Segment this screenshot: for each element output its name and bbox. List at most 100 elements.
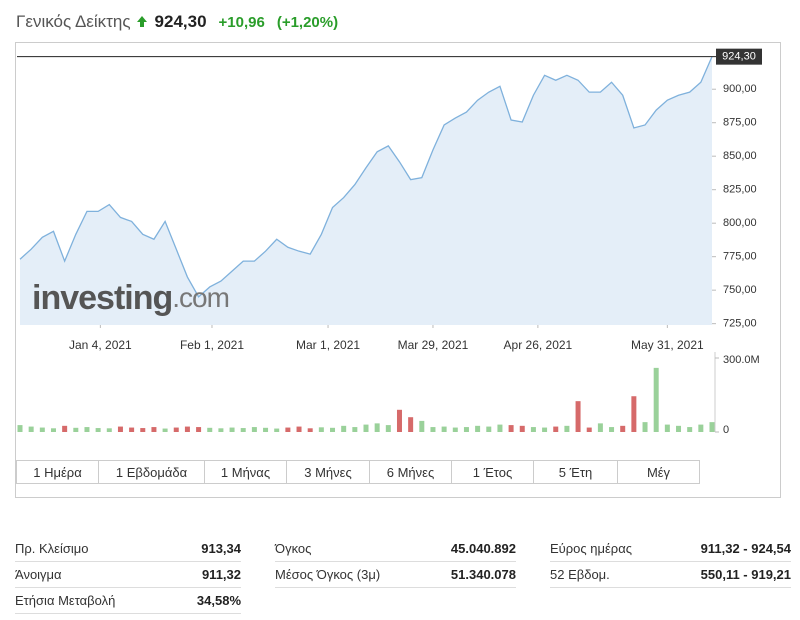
range-button[interactable]: 5 Έτη <box>533 460 618 484</box>
volume-bar <box>84 427 90 432</box>
volume-bar <box>408 417 414 432</box>
x-tick-label: May 31, 2021 <box>631 338 704 352</box>
volume-bar <box>609 427 615 432</box>
volume-bar <box>73 427 79 432</box>
stat-value: 911,32 <box>201 567 241 582</box>
x-tick-label: Apr 26, 2021 <box>504 338 573 352</box>
header: Γενικός Δείκτης 924,30 +10,96 (+1,20%) <box>16 10 338 34</box>
volume-bar <box>151 427 157 432</box>
volume-bar <box>106 428 112 432</box>
volume-bar <box>318 427 324 432</box>
volume-bar <box>140 428 146 432</box>
y-tick-label: 750,00 <box>723 284 757 296</box>
range-button[interactable]: 3 Μήνες <box>286 460 370 484</box>
volume-bar <box>508 425 514 432</box>
change-pct: (+1,20%) <box>276 13 339 31</box>
volume-bar <box>497 424 503 432</box>
volume-bar <box>330 427 336 432</box>
range-button[interactable]: 6 Μήνες <box>369 460 452 484</box>
last-price-box <box>716 48 762 65</box>
stats-row: Μέσος Όγκος (3μ) 51.340.078 <box>275 562 516 588</box>
volume-bar <box>620 425 626 432</box>
range-buttons: 1 Ημέρα 1 Εβδομάδα 1 Μήνας 3 Μήνες 6 Μήνες 1 … <box>16 460 700 484</box>
stat-label: Άνοιγμα <box>15 567 62 582</box>
stat-value: 550,11 - 919,21 <box>700 567 791 582</box>
volume-bar <box>263 427 269 432</box>
volume-bar <box>664 424 670 432</box>
volume-bar <box>486 426 492 432</box>
volume-bar <box>709 422 715 432</box>
volume-bar <box>173 427 179 432</box>
watermark-brand: investing <box>32 279 172 317</box>
volume-bar <box>676 425 682 432</box>
volume-bar <box>117 426 123 432</box>
range-button[interactable]: 1 Μήνας <box>204 460 287 484</box>
stat-label: Πρ. Κλείσιμο <box>15 541 89 556</box>
volume-bar <box>553 426 559 432</box>
price-area <box>20 56 712 325</box>
volume-bar <box>687 427 693 432</box>
stats-column: Εύρος ημέρας 911,32 - 924,54 52 Εβδομ. 550,… <box>550 536 791 588</box>
volume-bar <box>28 426 34 432</box>
stat-label: Εύρος ημέρας <box>550 541 632 556</box>
stat-value: 51.340.078 <box>450 567 516 582</box>
volume-bar <box>95 428 101 432</box>
volume-bar <box>218 428 224 432</box>
y-tick-label: 725,00 <box>723 318 757 330</box>
stat-label: Ετήσια Μεταβολή <box>15 593 116 608</box>
stats-row: 52 Εβδομ. 550,11 - 919,21 <box>550 562 791 588</box>
volume-bar <box>597 423 603 432</box>
stats-column: Πρ. Κλείσιμο 913,34 Άνοιγμα 911,32 Ετήσια Με… <box>15 536 241 614</box>
volume-bar <box>385 425 391 432</box>
volume-bar <box>575 401 581 432</box>
stat-value: 34,58% <box>196 593 241 608</box>
y-tick-label: 775,00 <box>723 251 757 263</box>
volume-bar <box>62 425 68 432</box>
stat-label: 52 Εβδομ. <box>550 567 610 582</box>
range-button[interactable]: 1 Ημέρα <box>16 460 99 484</box>
x-tick-label: Feb 1, 2021 <box>180 338 244 352</box>
volume-bar <box>196 427 202 432</box>
range-button[interactable]: 1 Έτος <box>451 460 534 484</box>
volume-bar <box>430 427 436 432</box>
range-button[interactable]: Μέγ <box>617 460 700 484</box>
x-tick-label: Jan 4, 2021 <box>69 338 132 352</box>
last-price-label: 924,30 <box>722 51 756 63</box>
volume-bar <box>530 427 536 432</box>
volume-bar <box>17 425 23 432</box>
y-tick-label: 875,00 <box>723 117 757 129</box>
stat-label: Όγκος <box>275 541 312 556</box>
volume-bar <box>274 428 280 432</box>
stats-column: Όγκος 45.040.892 Μέσος Όγκος (3μ) 51.340.07… <box>275 536 516 588</box>
volume-bar <box>396 409 402 432</box>
stats-row: Ετήσια Μεταβολή 34,58% <box>15 588 241 614</box>
volume-bar <box>586 427 592 432</box>
up-arrow <box>136 16 147 27</box>
y-tick-label: 800,00 <box>723 217 757 229</box>
watermark: investing.com <box>32 279 229 317</box>
volume-bar <box>341 425 347 432</box>
x-tick-label: Mar 1, 2021 <box>296 338 360 352</box>
y-tick-label: 825,00 <box>723 184 757 196</box>
volume-bar <box>542 427 548 432</box>
volume-bar <box>285 427 291 432</box>
range-button[interactable]: 1 Εβδομάδα <box>98 460 205 484</box>
volume-bar <box>39 427 45 432</box>
change: +10,96 <box>218 13 265 31</box>
volume-bar <box>363 424 369 432</box>
volume-bar <box>419 420 425 432</box>
y-tick-label: 900,00 <box>723 83 757 95</box>
price: 924,30 <box>154 12 207 31</box>
volume-bar <box>653 367 659 432</box>
volume-bar <box>296 426 302 432</box>
volume-bar <box>162 428 168 432</box>
watermark-domain: .com <box>172 282 229 313</box>
volume-bar <box>229 427 235 432</box>
stats-row: Άνοιγμα 911,32 <box>15 562 241 588</box>
volume-bar <box>352 427 358 432</box>
volume-bar <box>631 396 637 432</box>
volume-bar <box>463 427 469 432</box>
stats-row: Εύρος ημέρας 911,32 - 924,54 <box>550 536 791 562</box>
volume-bar <box>374 423 380 432</box>
